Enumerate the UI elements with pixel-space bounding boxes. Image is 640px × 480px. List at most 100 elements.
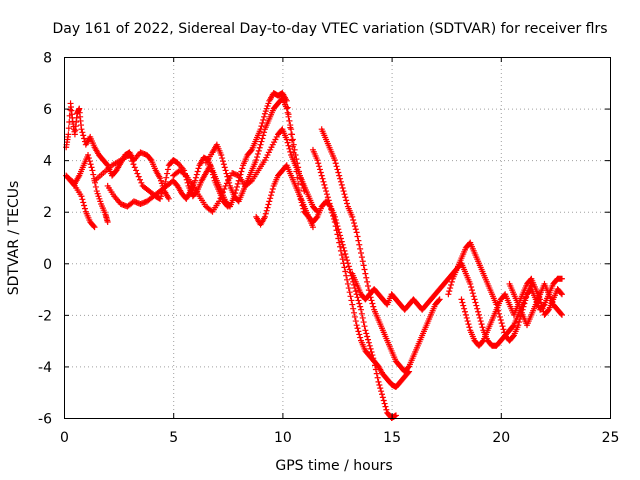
data-point <box>406 368 413 375</box>
data-point <box>340 188 347 195</box>
data-point <box>369 300 376 307</box>
data-point <box>90 171 97 178</box>
data-point <box>356 241 363 248</box>
data-point <box>363 274 370 281</box>
data-point <box>194 168 201 175</box>
data-point <box>267 195 274 202</box>
grid-layer <box>64 57 610 418</box>
data-point <box>78 126 85 133</box>
data-point <box>288 126 295 133</box>
data-point <box>364 278 371 285</box>
series-track-2 <box>63 100 172 202</box>
data-point <box>468 287 475 294</box>
data-point <box>193 171 200 178</box>
y-tick-label: 2 <box>43 205 52 221</box>
data-point <box>342 251 349 258</box>
data-point <box>323 191 330 198</box>
data-point <box>362 270 369 277</box>
data-point <box>332 223 339 230</box>
data-point <box>346 266 353 273</box>
data-point <box>351 220 358 227</box>
data-point <box>474 305 481 312</box>
data-point <box>463 314 470 321</box>
data-point <box>322 184 329 191</box>
data-point <box>219 189 226 196</box>
data-point <box>343 272 350 279</box>
x-tick-label: 10 <box>274 430 292 446</box>
data-point <box>368 297 375 304</box>
data-point <box>330 212 337 219</box>
data-point <box>464 318 471 325</box>
data-point <box>326 200 333 207</box>
data-point <box>327 203 334 210</box>
data-point <box>260 116 267 123</box>
data-point <box>90 223 97 230</box>
data-point <box>354 325 361 332</box>
data-point <box>65 125 72 132</box>
data-point <box>343 197 350 204</box>
data-point <box>181 171 188 178</box>
series-track-11 <box>349 239 535 344</box>
data-point <box>465 321 472 328</box>
data-point <box>357 334 364 341</box>
data-point <box>340 244 347 251</box>
data-point <box>558 275 565 282</box>
data-point <box>261 113 268 120</box>
data-point <box>285 142 292 149</box>
data-point <box>350 216 357 223</box>
data-point <box>104 219 111 226</box>
data-point <box>217 195 224 202</box>
data-point <box>331 157 338 164</box>
data-point <box>383 406 390 413</box>
x-tick-label: 0 <box>60 430 69 446</box>
data-point <box>330 215 337 222</box>
data-point <box>297 175 304 182</box>
data-point <box>336 172 343 179</box>
data-point <box>127 155 134 162</box>
data-point <box>362 327 369 334</box>
data-point <box>361 323 368 330</box>
data-point <box>368 348 375 355</box>
data-point <box>324 194 331 201</box>
data-point <box>287 148 294 155</box>
data-point <box>341 264 348 271</box>
data-point <box>208 207 215 214</box>
x-tick-label: 5 <box>169 430 178 446</box>
data-point <box>266 198 273 205</box>
data-point <box>257 141 264 148</box>
data-point <box>448 278 455 285</box>
data-point <box>192 174 199 181</box>
data-point <box>351 313 358 320</box>
data-point <box>475 308 482 315</box>
data-point <box>358 306 365 313</box>
data-point <box>289 137 296 144</box>
data-point <box>337 178 344 185</box>
y-tick-label: 0 <box>43 257 52 273</box>
data-point <box>88 164 95 171</box>
data-point <box>360 262 367 269</box>
data-point <box>137 176 144 183</box>
data-point <box>292 151 299 158</box>
data-point <box>357 245 364 252</box>
data-point <box>164 166 171 173</box>
data-point <box>476 314 483 321</box>
data-point <box>365 339 372 346</box>
data-point <box>363 330 370 337</box>
data-point <box>435 297 442 304</box>
data-point <box>295 164 302 171</box>
data-point <box>262 210 269 217</box>
data-point <box>258 138 265 145</box>
data-point <box>499 323 506 330</box>
data-point <box>163 174 170 181</box>
data-point <box>218 192 225 199</box>
data-point <box>346 289 353 296</box>
data-point <box>81 202 88 209</box>
data-point <box>358 249 365 256</box>
data-point <box>358 310 365 317</box>
data-point <box>355 237 362 244</box>
data-point <box>300 184 307 191</box>
data-point <box>224 173 231 180</box>
data-point <box>436 296 443 303</box>
data-point <box>247 147 254 154</box>
data-point <box>338 252 345 259</box>
